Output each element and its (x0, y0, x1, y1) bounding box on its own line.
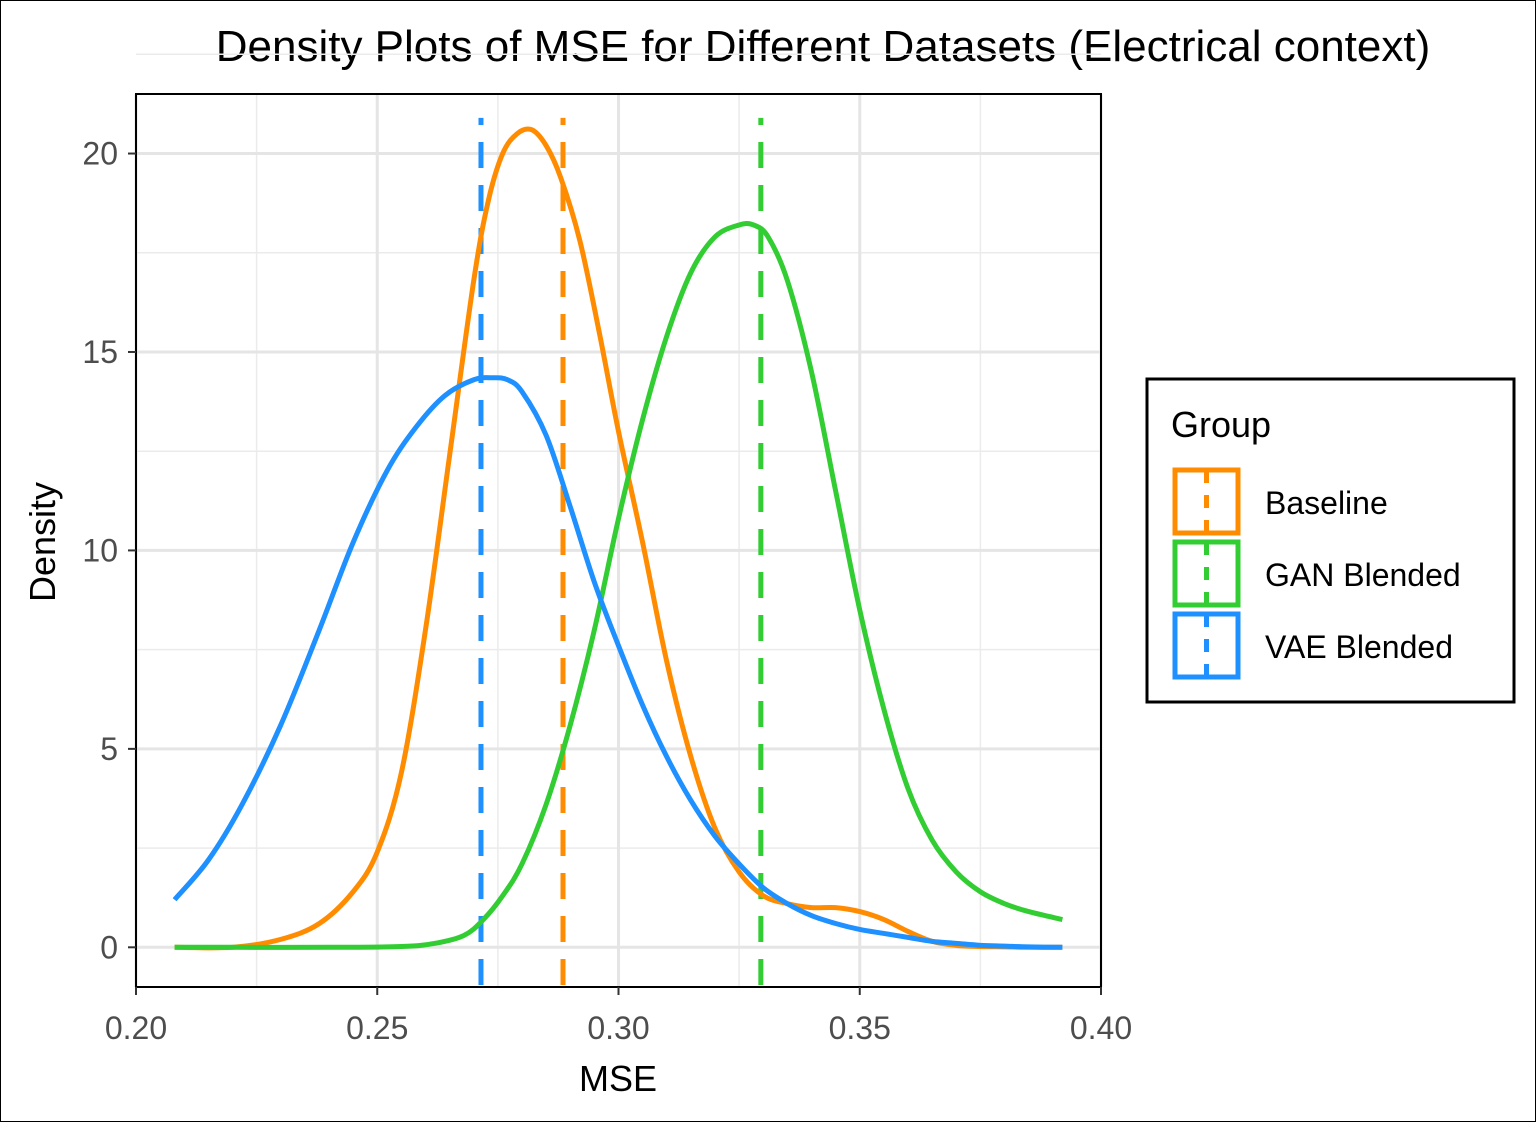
density-curve-baseline (174, 126, 1063, 951)
y-axis: 0 5 10 15 20 (82, 136, 136, 965)
x-tick-label: 0.40 (1070, 1010, 1132, 1046)
density-curve-gan-blended (174, 220, 1063, 950)
chart-title: Density Plots of MSE for Different Datas… (216, 22, 1431, 71)
legend: Group Baseline GAN Blended VAE Blended (1145, 377, 1516, 704)
legend-items: Baseline GAN Blended VAE Blended (1172, 467, 1461, 680)
x-tick-label: 0.20 (105, 1010, 167, 1046)
y-tick-label: 20 (82, 136, 118, 172)
x-axis: 0.20 0.25 0.30 0.35 0.40 (105, 987, 1132, 1046)
y-tick-label: 0 (100, 929, 118, 965)
x-tick-label: 0.25 (346, 1010, 408, 1046)
x-axis-title: MSE (579, 1058, 657, 1099)
y-tick-label: 5 (100, 731, 118, 767)
density-curve-vae-blended (172, 375, 1063, 950)
y-axis-title: Density (22, 482, 63, 602)
x-tick-label: 0.30 (587, 1010, 649, 1046)
legend-label-baseline: Baseline (1265, 485, 1388, 521)
legend-item-baseline: Baseline (1172, 467, 1388, 536)
legend-label-gan-blended: GAN Blended (1265, 557, 1461, 593)
legend-item-gan-blended: GAN Blended (1172, 539, 1461, 608)
legend-item-vae-blended: VAE Blended (1172, 611, 1453, 680)
legend-title: Group (1171, 404, 1271, 445)
mean-lines (478, 117, 764, 985)
density-curves (172, 126, 1063, 951)
x-tick-label: 0.35 (829, 1010, 891, 1046)
y-tick-label: 10 (82, 532, 118, 568)
legend-label-vae-blended: VAE Blended (1265, 629, 1453, 665)
y-tick-label: 15 (82, 334, 118, 370)
